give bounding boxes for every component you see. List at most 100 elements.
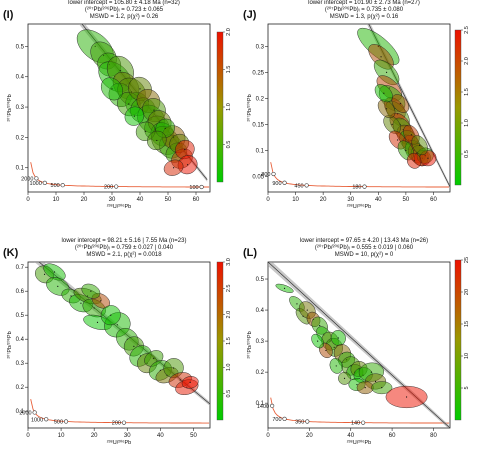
concordia-age-marker: [199, 184, 204, 190]
colorbar-tick-label: 1.5: [226, 66, 232, 74]
ellipse-center: [380, 56, 382, 58]
y-tick-label: 0.4: [16, 75, 25, 81]
concordia-age-marker: [42, 180, 47, 185]
ellipse-center: [53, 271, 56, 273]
chart-title-line: lower intercept = 98.21 ± 5.16 | 7.55 Ma…: [62, 238, 187, 244]
ellipse-center: [370, 371, 373, 373]
ellipse-center: [179, 379, 181, 381]
ellipse-center: [133, 345, 135, 347]
panel-label: (J): [243, 9, 257, 21]
panel-label: (I): [3, 9, 14, 21]
y-axis-label: ²⁰⁷Pb/²⁰⁶Pb: [6, 331, 13, 358]
y-tick-label: 0.3: [16, 105, 25, 111]
ellipse-center: [153, 109, 155, 111]
concordia-age-label: 1000: [30, 181, 42, 187]
chart-title-line: MSWD = 2.1, p(χ²) = 0.0018: [86, 252, 162, 258]
ellipse-center: [80, 302, 82, 304]
ellipse-center: [413, 160, 415, 162]
concordia-age-marker: [60, 183, 65, 188]
ellipse-center: [139, 88, 141, 90]
x-tick-label: 10: [292, 197, 299, 203]
x-tick-label: 50: [165, 197, 172, 203]
y-tick-label: 0.2: [16, 385, 25, 391]
y-tick-label: 0.2: [256, 96, 265, 102]
ellipse-center: [100, 300, 102, 302]
concordia-curve: [270, 162, 450, 188]
ellipse-center: [189, 381, 191, 383]
plot-frame: [267, 261, 451, 429]
y-tick-label: 0.5: [16, 313, 25, 319]
ellipse-center: [410, 134, 412, 136]
x-tick-label: 0: [266, 433, 270, 439]
x-tick-label: 60: [430, 197, 437, 203]
x-tick-label: 50: [403, 197, 410, 203]
y-tick-label: 0.3: [256, 339, 265, 345]
chart-title-line: (²⁰⁷Pb/²⁰⁶Pb)ᵢ = 0.555 ± 0.019 | 0.060: [315, 244, 414, 251]
concordia-age-label: 350: [295, 420, 304, 426]
ellipse-center: [399, 103, 401, 105]
ellipse-center: [187, 164, 189, 166]
concordia-age-marker: [32, 410, 37, 415]
ellipse-center: [419, 144, 421, 146]
ellipse-center: [374, 380, 377, 383]
plot-frame: [27, 261, 211, 429]
concordia-age-marker: [304, 183, 309, 188]
ellipse-center: [405, 396, 408, 398]
chart-title-line: MSWD = 1.2, p(χ²) = 0.26: [90, 14, 159, 20]
x-tick-label: 10: [58, 433, 65, 439]
colorbar-tick-label: 1.5: [226, 337, 232, 345]
y-tick-label: 0.1: [256, 401, 265, 407]
chart-title-line: MSWD = 10, p(χ²) = 0: [335, 252, 394, 258]
x-tick-label: 20: [320, 197, 327, 203]
concordia-age-label: 2000: [19, 410, 31, 416]
ellipse-center: [110, 314, 112, 316]
colorbar-tick-label: 1.0: [226, 103, 232, 111]
chart-title-line: MSWD = 1.3, p(χ²) = 0.16: [330, 14, 399, 20]
panel-k: (K) lower intercept = 98.21 ± 5.16 | 7.55…: [3, 238, 232, 446]
colorbar-tick-label: 2.0: [226, 28, 232, 36]
x-axis-label: ²³⁸U/²⁰⁶Pb: [107, 439, 132, 446]
concordia-age-label: 500: [54, 419, 63, 425]
concordia-age-label: 100: [189, 185, 198, 191]
x-tick-label: 60: [193, 197, 200, 203]
ellipse-center: [283, 287, 286, 289]
concordia-age-marker: [121, 420, 127, 425]
concordia-age-label: 1400: [257, 404, 269, 410]
colorbar-tick-label: 2.0: [226, 311, 232, 319]
y-axis-label: ²⁰⁷Pb/²⁰⁶Pb: [6, 94, 13, 121]
concordia-age-marker: [305, 419, 310, 424]
concordia-age-label: 1000: [31, 417, 43, 423]
x-tick-label: 20: [306, 433, 313, 439]
concordia-age-label: 200: [112, 421, 121, 427]
colorbar-tick-label: 20: [464, 289, 470, 295]
chart-title-line: (²⁰⁷Pb/²⁰⁶Pb)ᵢ = 0.759 ± 0.027 | 0.040: [75, 244, 174, 251]
ellipse-center: [317, 340, 319, 342]
x-tick-label: 0: [266, 197, 270, 203]
x-tick-label: 80: [430, 433, 437, 439]
ellipse-center: [119, 70, 121, 72]
ellipse-center: [381, 387, 383, 389]
colorbar-tick-label: 2.0: [464, 57, 470, 65]
concordia-age-label: 2000: [21, 176, 33, 182]
x-tick-label: 30: [347, 197, 354, 203]
plot-area: [268, 262, 450, 428]
y-axis-label: ²⁰⁷Pb/²⁰⁶Pb: [246, 331, 253, 358]
y-tick-label: 0.5: [16, 44, 25, 50]
ellipse-center: [111, 88, 113, 90]
ellipse-center: [385, 108, 388, 110]
x-tick-label: 40: [137, 197, 144, 203]
x-axis-label: ²³⁸U/²⁰⁶Pb: [347, 439, 372, 446]
ellipse-center: [57, 285, 59, 287]
panel-l: (L) lower intercept = 97.65 ± 4.20 | 13.4…: [243, 238, 470, 446]
concordia-age-label: 450: [294, 183, 303, 189]
colorbar: [454, 29, 462, 186]
y-tick-label: 0.4: [16, 337, 25, 343]
y-tick-label: 0.5: [256, 277, 265, 283]
concordia-age-marker: [63, 419, 69, 424]
plot-frame: [27, 23, 211, 193]
chart-title-line: (²⁰⁷Pb/²⁰⁶Pb)ᵢ = 0.735 ± 0.080: [325, 6, 404, 13]
concordia-age-label: 180: [352, 185, 361, 191]
colorbar: [216, 261, 224, 421]
plot-area: [270, 24, 450, 189]
